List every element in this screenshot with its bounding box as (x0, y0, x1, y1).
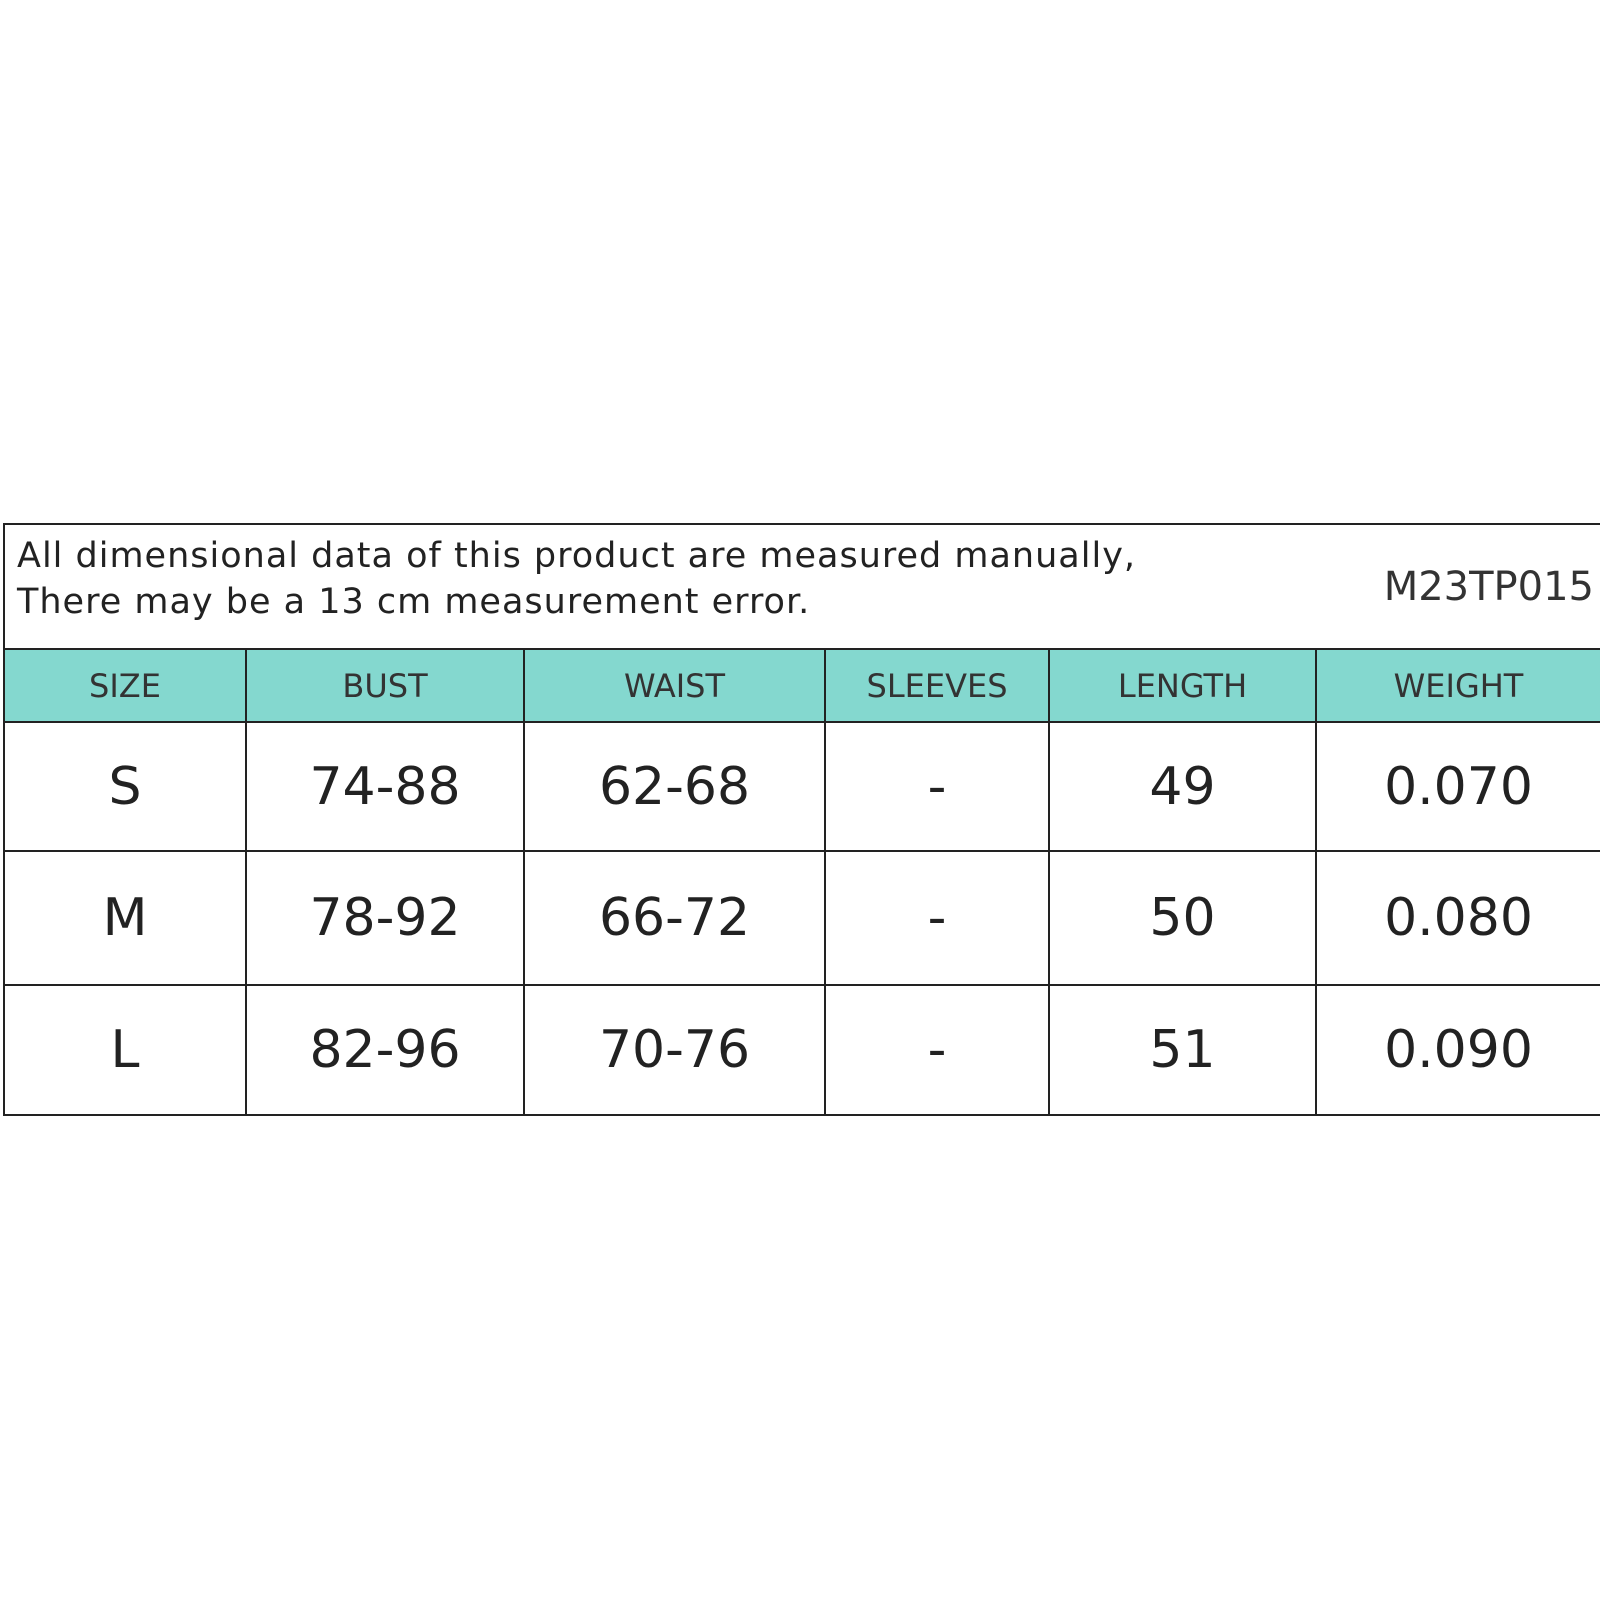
table-cell: 50 (1048, 850, 1315, 984)
table-border (3, 1114, 1600, 1116)
table-cell: 74-88 (245, 721, 523, 850)
note-box: All dimensional data of this product are… (3, 523, 1600, 648)
column-header: SLEEVES (824, 648, 1048, 721)
product-code: M23TP015 (1383, 563, 1594, 610)
column-header: BUST (245, 648, 523, 721)
table-cell: 0.070 (1315, 721, 1600, 850)
table-cell: L (3, 984, 245, 1114)
note-text: All dimensional data of this product are… (17, 533, 1136, 625)
note-line: There may be a 13 cm measurement error. (17, 582, 811, 622)
column-header: WAIST (523, 648, 824, 721)
table-cell: 51 (1048, 984, 1315, 1114)
table-cell: 0.090 (1315, 984, 1600, 1114)
column-header: SIZE (3, 648, 245, 721)
table-cell: S (3, 721, 245, 850)
note-line: All dimensional data of this product are… (17, 536, 1137, 576)
table-cell: 66-72 (523, 850, 824, 984)
table-cell: 49 (1048, 721, 1315, 850)
table-cell: 82-96 (245, 984, 523, 1114)
table-cell: 62-68 (523, 721, 824, 850)
table-cell: 0.080 (1315, 850, 1600, 984)
table-cell: 70-76 (523, 984, 824, 1114)
column-header: WEIGHT (1315, 648, 1600, 721)
table-cell: - (824, 984, 1048, 1114)
column-header: LENGTH (1048, 648, 1315, 721)
table-cell: - (824, 721, 1048, 850)
table-cell: M (3, 850, 245, 984)
table-cell: 78-92 (245, 850, 523, 984)
table-cell: - (824, 850, 1048, 984)
